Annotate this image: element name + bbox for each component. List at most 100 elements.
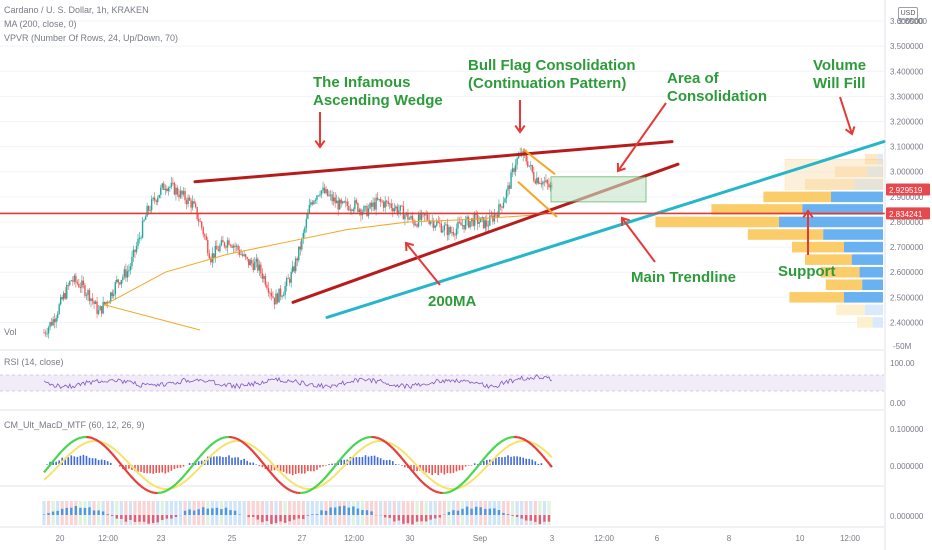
macd-line-segment <box>58 451 62 455</box>
macd-hist-bar <box>243 458 245 465</box>
wedge-arrow-head <box>314 139 326 149</box>
annotation-ascending-wedge-line-1: The Infamous <box>313 74 411 91</box>
macd-hist-bar <box>313 465 315 472</box>
price-badge-1 <box>886 183 930 196</box>
macd-line-segment <box>172 484 176 488</box>
consolidation-arrow <box>617 102 667 172</box>
macd-line-segment <box>539 451 543 456</box>
macd-line-segment <box>454 487 458 491</box>
strip-hist-bar <box>83 507 87 515</box>
candle-body <box>311 202 314 205</box>
candle-body <box>411 216 414 221</box>
volume-profile-down-bar <box>844 292 883 303</box>
macd-line-segment <box>175 481 179 485</box>
strip-hist-bar <box>288 515 291 522</box>
strip-bg-cell <box>419 501 424 525</box>
strip-hist-bar <box>156 515 159 523</box>
candle-body <box>205 236 207 241</box>
annotation-200ma-line-1: 200MA <box>428 293 477 310</box>
strip-hist-bar <box>479 507 482 515</box>
macd-hist-bar <box>237 457 239 465</box>
macd-line-segment <box>498 441 502 445</box>
candle-body <box>472 218 474 226</box>
strip-hist-bar <box>493 508 496 515</box>
candle-body <box>147 206 150 211</box>
macd-hist-bar <box>55 461 57 465</box>
candle-body <box>166 188 168 192</box>
candle-body <box>106 302 109 304</box>
candle-body <box>52 319 54 326</box>
candle-body <box>337 200 339 210</box>
strip-hist-bar <box>274 515 278 524</box>
currency-badge[interactable]: USD <box>898 7 918 20</box>
macd-line-segment <box>319 480 323 484</box>
candle-body <box>138 237 141 239</box>
candle-body <box>489 215 491 226</box>
candle-body <box>47 327 50 334</box>
candle-body <box>540 183 543 185</box>
candle-body <box>146 206 148 217</box>
macd-line-segment <box>344 450 349 454</box>
macd-hist-bar <box>176 465 179 469</box>
macd-axis-tick: 0.000000 <box>890 462 924 471</box>
macd-line-segment <box>308 488 312 492</box>
macd-line-segment <box>190 464 194 469</box>
macd-line-segment <box>377 436 380 440</box>
macd-line-segment <box>269 470 273 475</box>
macd-line-segment <box>405 463 409 467</box>
candle-body <box>96 301 98 314</box>
macd-line-segment <box>487 451 491 455</box>
macd-hist-bar <box>94 458 97 465</box>
macd-line-segment <box>548 462 552 466</box>
candle-body <box>216 245 218 250</box>
strip-hist-bar <box>183 510 187 515</box>
candle-body <box>255 258 257 262</box>
candle-body <box>384 200 386 208</box>
candle-body <box>102 301 104 314</box>
bull-flag-upper <box>522 148 556 176</box>
macd-line-segment <box>537 450 541 454</box>
macd-line-segment <box>47 464 51 468</box>
macd-hist-bar <box>170 465 173 471</box>
candle-body <box>120 279 123 285</box>
macd-hist-bar <box>270 465 273 471</box>
macd-line-segment <box>263 463 267 467</box>
strip-hist-bar <box>97 510 100 515</box>
candle-body <box>410 216 412 219</box>
volume-profile-up-bar <box>825 279 863 291</box>
strip-bg-cell <box>169 501 173 525</box>
macd-hist-bar <box>434 465 437 474</box>
macd-line-segment <box>363 436 366 440</box>
strip-hist-bar <box>133 515 137 522</box>
macd-hist-bar <box>67 457 70 465</box>
macd-line-segment <box>131 476 135 480</box>
candle-body <box>428 219 430 224</box>
candle-body <box>542 181 544 185</box>
candle-body <box>301 238 303 250</box>
strip-bg-cell <box>392 501 396 525</box>
strip-hist-bar <box>347 507 350 515</box>
macd-hist-bar <box>467 465 470 466</box>
macd-hist-bar <box>455 465 458 472</box>
strip-bg-cell <box>397 501 401 525</box>
strip-hist-bar <box>306 515 310 516</box>
candle-body <box>126 271 129 278</box>
ma200-line <box>103 213 545 331</box>
macd-hist-bar <box>534 461 537 465</box>
candle-body <box>226 240 229 248</box>
macd-hist-bar <box>364 455 367 465</box>
candle-body <box>61 297 63 300</box>
candle-body <box>299 246 301 250</box>
macd-line-segment <box>117 460 121 464</box>
macd-line-segment <box>417 477 421 481</box>
volume-label: Vol <box>4 327 17 337</box>
macd-line-segment <box>489 449 493 453</box>
time-axis-tick: 30 <box>406 534 415 543</box>
candle-body <box>202 227 204 235</box>
candle-body <box>193 201 195 204</box>
candle-body <box>220 240 223 246</box>
macd-line-segment <box>387 443 391 447</box>
strip-hist-bar <box>47 513 50 515</box>
macd-line-segment <box>325 474 329 478</box>
candle-body <box>163 183 165 190</box>
